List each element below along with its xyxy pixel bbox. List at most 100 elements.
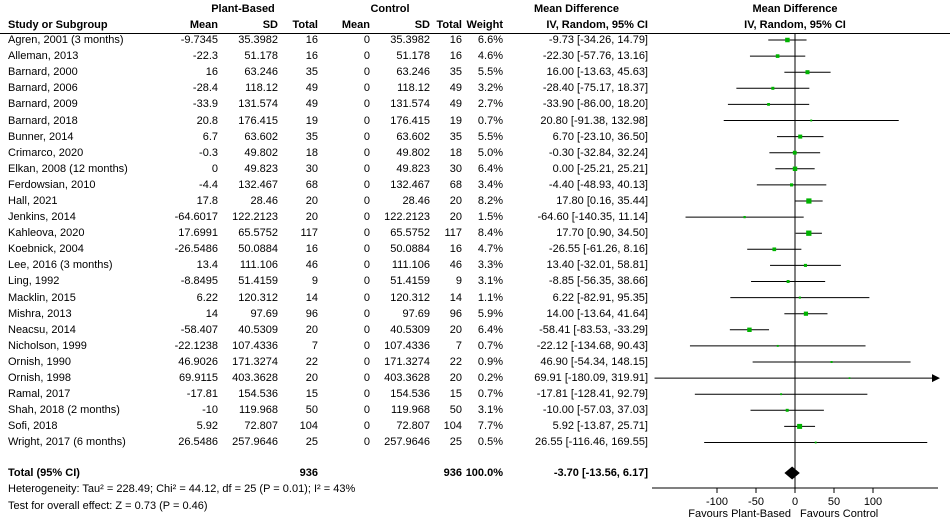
weight-cell: 3.1%	[477, 275, 503, 288]
effect-marker	[786, 280, 790, 283]
effect-marker	[830, 361, 833, 363]
c-total-cell: 9	[455, 275, 462, 288]
md-ci-cell: -8.85 [-56.35, 38.66]	[548, 275, 648, 288]
pb-mean-cell: 6.22	[196, 291, 218, 304]
pb-sd-cell: 176.415	[238, 114, 278, 127]
pb-sd-cell: 49.823	[244, 162, 278, 175]
pb-sd-cell: 35.3982	[238, 34, 278, 47]
pb-sd-cell: 171.3274	[232, 355, 278, 368]
pb-mean-cell: -10	[202, 404, 218, 417]
pb-total-cell: 68	[305, 178, 318, 191]
pb-sd-cell: 51.4159	[238, 275, 278, 288]
effect-marker	[772, 247, 777, 252]
pb-total-cell: 15	[305, 388, 318, 401]
pb-mean-cell: -64.6017	[174, 211, 218, 224]
axis-tick-label: -50	[748, 496, 764, 508]
right-arrow-icon	[932, 374, 940, 383]
pb-sd-cell: 119.968	[239, 404, 278, 417]
c-total-cell: 25	[449, 436, 462, 449]
pb-total-cell: 14	[305, 291, 318, 304]
c-sd-cell: 107.4336	[384, 339, 430, 352]
weight-cell: 5.9%	[477, 307, 503, 320]
c-sd-cell: 28.46	[402, 194, 430, 207]
c-sd-cell: 40.5309	[390, 323, 430, 336]
table-header: Plant-Based Control Mean Difference Stud…	[0, 1, 650, 33]
weight-cell: 3.3%	[477, 259, 503, 272]
c-total-cell: 20	[449, 211, 462, 224]
effect-marker	[792, 150, 797, 155]
pb-total-cell: 117	[300, 227, 318, 240]
weight-cell: 0.5%	[477, 436, 503, 449]
pb-total-cell: 49	[305, 98, 318, 111]
pb-mean-cell: 6.7	[202, 130, 218, 143]
pb-mean-cell: 5.92	[196, 420, 218, 433]
pb-mean-cell: 26.5486	[178, 436, 218, 449]
pb-mean-cell: 46.9026	[178, 355, 218, 368]
c-mean-cell: 0	[363, 66, 370, 79]
study-name-cell: Sofi, 2018	[8, 420, 58, 433]
pb-mean-cell: 69.9115	[179, 372, 218, 385]
md-ci-cell: -10.00 [-57.03, 37.03]	[542, 404, 648, 417]
md-ci-cell: 69.91 [-180.09, 319.91]	[534, 372, 648, 385]
effect-marker	[790, 183, 794, 187]
study-name-cell: Shah, 2018 (2 months)	[8, 404, 120, 417]
pb-sd-cell: 40.5309	[238, 323, 278, 336]
md-ci-cell: 26.55 [-116.46, 169.55]	[535, 436, 648, 449]
pb-sd-cell: 122.2123	[232, 211, 278, 224]
pb-mean-cell: 13.4	[196, 259, 218, 272]
study-row: Jenkins, 2014 -64.6017 122.2123 20 0 122.2123…	[0, 209, 650, 225]
pb-mean-cell: -4.4	[199, 178, 218, 191]
md-ci-cell: 20.80 [-91.38, 132.98]	[540, 114, 648, 127]
favours-left-label: Favours Plant-Based	[688, 508, 791, 520]
c-sd-cell: 51.4159	[390, 275, 430, 288]
c-sd-cell: 51.178	[396, 50, 430, 63]
study-row: Wright, 2017 (6 months) 26.5486 257.9646 25…	[0, 434, 650, 450]
header-study-or-subgroup: Study or Subgroup	[8, 19, 108, 31]
md-ci-cell: 16.00 [-13.63, 45.63]	[546, 66, 648, 79]
c-sd-cell: 97.69	[402, 307, 430, 320]
header-pb-total: Total	[292, 19, 318, 31]
effect-marker	[780, 393, 783, 396]
c-sd-cell: 131.574	[390, 98, 430, 111]
effect-marker	[810, 119, 813, 122]
plot-header-mean-difference: Mean Difference	[753, 3, 838, 15]
study-row: Barnard, 2006 -28.4 118.12 49 0 118.12 49 3.2% -…	[0, 80, 650, 96]
pb-mean-cell: -9.7345	[180, 34, 218, 47]
pb-sd-cell: 118.12	[245, 82, 278, 95]
study-row: Sofi, 2018 5.92 72.807 104 0 72.807 104 7.7% 5.9…	[0, 418, 650, 434]
pb-total-cell: 16	[305, 34, 318, 47]
weight-cell: 6.4%	[477, 323, 503, 336]
pb-total-cell: 35	[305, 130, 318, 143]
header-pb-mean: Mean	[189, 19, 218, 31]
summary-diamond	[784, 466, 800, 480]
md-ci-cell: -26.55 [-61.26, 8.16]	[548, 243, 648, 256]
pb-sd-cell: 72.807	[244, 420, 278, 433]
study-row: Koebnick, 2004 -26.5486 50.0884 16 0 50.0884 1…	[0, 241, 650, 257]
study-row: Ferdowsian, 2010 -4.4 132.467 68 0 132.467 68 3…	[0, 177, 650, 193]
study-row: Lee, 2016 (3 months) 13.4 111.106 46 0 111.10…	[0, 257, 650, 273]
study-name-cell: Barnard, 2009	[8, 98, 78, 111]
pb-sd-cell: 49.802	[244, 146, 278, 159]
study-row: Ornish, 1998 69.9115 403.3628 20 0 403.3628 20…	[0, 370, 650, 386]
study-row: Neacsu, 2014 -58.407 40.5309 20 0 40.5309 20 6.…	[0, 322, 650, 338]
pb-sd-cell: 111.106	[239, 259, 278, 272]
effect-marker	[792, 166, 798, 172]
c-mean-cell: 0	[363, 404, 370, 417]
study-name-cell: Wright, 2017 (6 months)	[8, 436, 126, 449]
pb-total-cell: 20	[305, 211, 318, 224]
c-mean-cell: 0	[363, 243, 370, 256]
pb-total-cell: 16	[305, 243, 318, 256]
c-sd-cell: 154.536	[390, 388, 430, 401]
pb-sd-cell: 63.602	[244, 130, 278, 143]
c-total-cell: 19	[449, 114, 462, 127]
study-row: Elkan, 2008 (12 months) 0 49.823 30 0 49.823 3…	[0, 161, 650, 177]
pb-total-cell: 19	[305, 114, 318, 127]
md-ci-cell: 5.92 [-13.87, 25.71]	[552, 420, 648, 433]
c-total-cell: 20	[449, 372, 462, 385]
pb-total-cell: 20	[305, 194, 318, 207]
effect-marker	[806, 230, 812, 236]
c-sd-cell: 49.802	[396, 146, 430, 159]
c-mean-cell: 0	[363, 307, 370, 320]
study-row: Ramal, 2017 -17.81 154.536 15 0 154.536 15 0.7%…	[0, 386, 650, 402]
